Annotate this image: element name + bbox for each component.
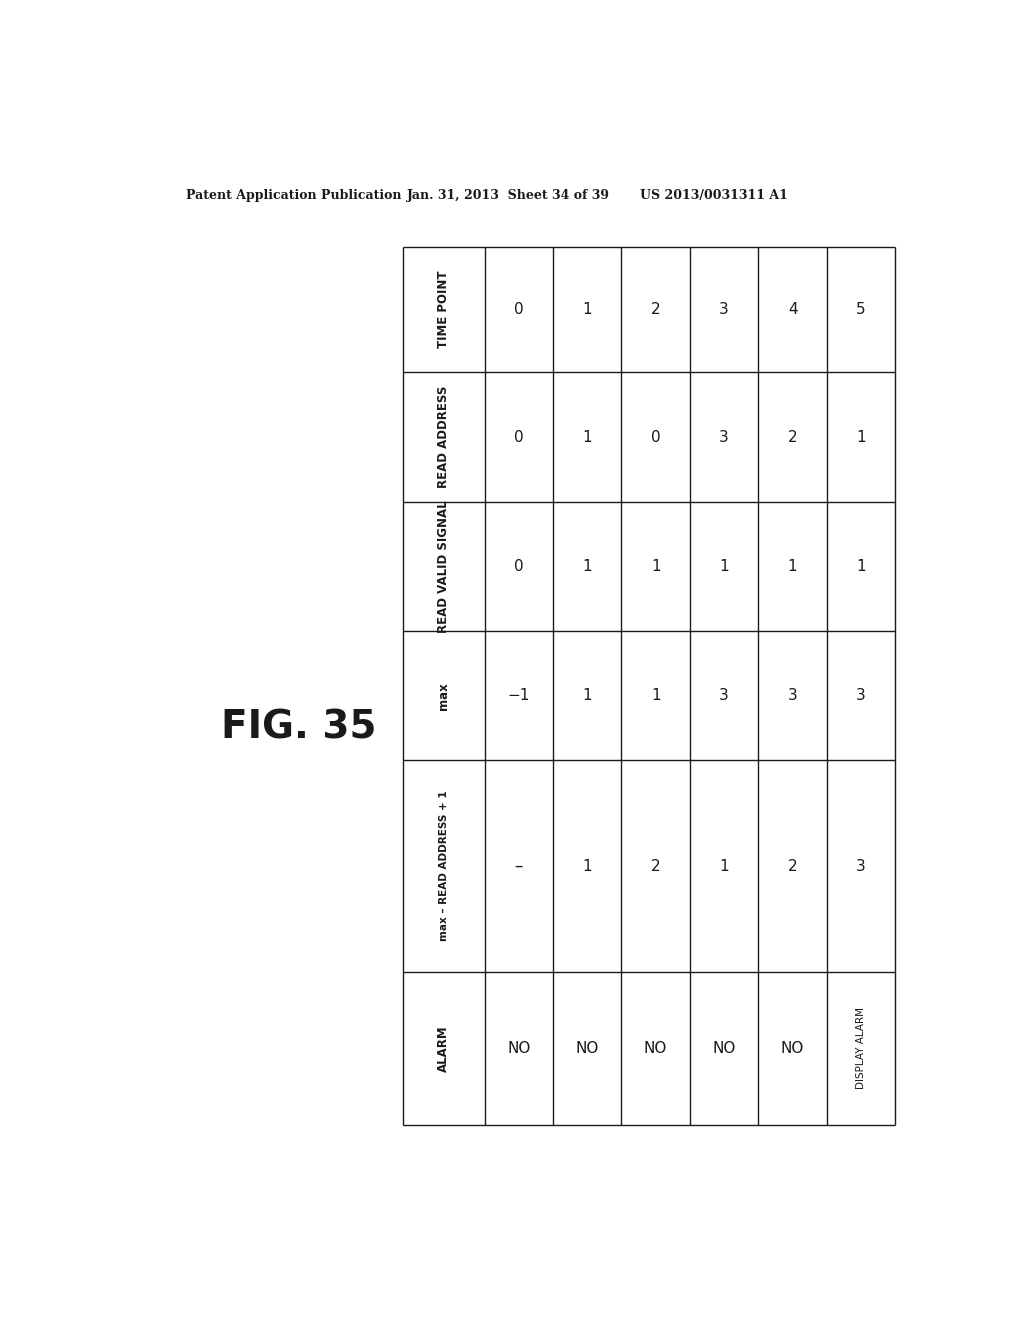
Text: 3: 3 xyxy=(787,688,798,704)
Text: 0: 0 xyxy=(514,558,523,574)
Text: US 2013/0031311 A1: US 2013/0031311 A1 xyxy=(640,189,787,202)
Text: 3: 3 xyxy=(856,688,866,704)
Text: NO: NO xyxy=(781,1041,804,1056)
Text: 2: 2 xyxy=(787,429,798,445)
Text: 3: 3 xyxy=(719,688,729,704)
Text: 1: 1 xyxy=(719,558,729,574)
Text: 1: 1 xyxy=(583,558,592,574)
Text: 1: 1 xyxy=(787,558,798,574)
Text: 5: 5 xyxy=(856,302,866,317)
Text: –: – xyxy=(514,857,523,875)
Text: 0: 0 xyxy=(514,429,523,445)
Text: 1: 1 xyxy=(651,558,660,574)
Text: NO: NO xyxy=(644,1041,668,1056)
Text: 2: 2 xyxy=(651,302,660,317)
Text: 1: 1 xyxy=(583,688,592,704)
Text: READ VALID SIGNAL: READ VALID SIGNAL xyxy=(437,500,451,632)
Text: 3: 3 xyxy=(856,858,866,874)
Text: DISPLAY ALARM: DISPLAY ALARM xyxy=(856,1007,866,1089)
Text: 1: 1 xyxy=(583,302,592,317)
Text: −1: −1 xyxy=(508,688,529,704)
Text: NO: NO xyxy=(507,1041,530,1056)
Text: 0: 0 xyxy=(651,429,660,445)
Text: READ ADDRESS: READ ADDRESS xyxy=(437,385,451,488)
Text: NO: NO xyxy=(713,1041,736,1056)
Text: 1: 1 xyxy=(651,688,660,704)
Text: 1: 1 xyxy=(856,558,866,574)
Text: Patent Application Publication: Patent Application Publication xyxy=(186,189,401,202)
Text: 4: 4 xyxy=(787,302,798,317)
Text: 0: 0 xyxy=(514,302,523,317)
Text: 3: 3 xyxy=(719,429,729,445)
Text: 1: 1 xyxy=(583,429,592,445)
Text: 1: 1 xyxy=(856,429,866,445)
Text: Jan. 31, 2013  Sheet 34 of 39: Jan. 31, 2013 Sheet 34 of 39 xyxy=(407,189,610,202)
Text: 1: 1 xyxy=(583,858,592,874)
Text: ALARM: ALARM xyxy=(437,1026,451,1072)
Text: 3: 3 xyxy=(719,302,729,317)
Text: 2: 2 xyxy=(787,858,798,874)
Text: 2: 2 xyxy=(651,858,660,874)
Text: max: max xyxy=(437,681,451,710)
Text: 1: 1 xyxy=(719,858,729,874)
Text: max – READ ADDRESS + 1: max – READ ADDRESS + 1 xyxy=(439,791,449,941)
Text: FIG. 35: FIG. 35 xyxy=(221,709,377,747)
Text: NO: NO xyxy=(575,1041,599,1056)
Text: TIME POINT: TIME POINT xyxy=(437,271,451,348)
